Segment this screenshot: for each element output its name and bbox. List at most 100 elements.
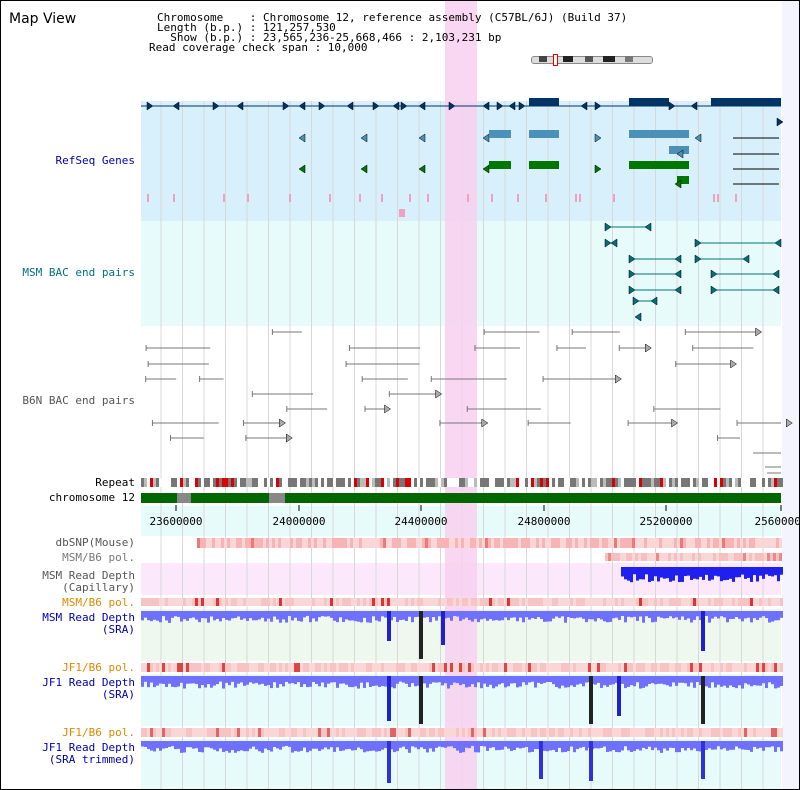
- read-depth-bar: [411, 676, 414, 684]
- repeat-segment: [651, 478, 654, 487]
- polymorphism-cell: [336, 728, 339, 737]
- repeat-segment: [231, 478, 234, 487]
- read-depth-bar: [447, 741, 450, 747]
- polymorphism-cell: [468, 598, 471, 606]
- read-depth-bar: [744, 567, 747, 579]
- polymorphism-cell: [297, 663, 300, 672]
- polymorphism-cell: [497, 538, 500, 548]
- repeat-segment: [501, 478, 504, 487]
- read-depth-bar: [726, 611, 729, 623]
- polymorphism-cell: [708, 598, 711, 606]
- polymorphism-cell: [327, 598, 330, 606]
- repeat-segment: [234, 478, 237, 487]
- repeat-segment: [249, 478, 252, 487]
- gene-arrow: [634, 312, 642, 322]
- read-depth-bar: [147, 676, 150, 688]
- polymorphism-cell: [585, 663, 588, 672]
- polymorphism-cell: [438, 728, 441, 737]
- polymorphism-cell: [738, 598, 741, 606]
- polymorphism-cell: [381, 663, 384, 672]
- polymorphism-cell: [702, 728, 705, 737]
- polymorphism-cell: [162, 598, 165, 606]
- read-depth-bar: [597, 611, 600, 619]
- repeat-segment: [330, 478, 333, 487]
- chromosome-ideogram[interactable]: [531, 54, 653, 66]
- read-depth-bar: [666, 676, 669, 686]
- polymorphism-cell: [320, 538, 323, 548]
- read-depth-bar: [498, 741, 501, 751]
- polymorphism-cell: [299, 538, 302, 548]
- read-depth-bar: [714, 611, 717, 617]
- read-depth-bar: [702, 567, 705, 580]
- repeat-segment: [747, 478, 750, 487]
- polymorphism-cell: [348, 728, 351, 737]
- polymorphism-cell: [744, 598, 747, 606]
- polymorphism-cell: [248, 538, 251, 548]
- repeat-segment: [504, 478, 507, 487]
- polymorphism-cell: [390, 728, 393, 737]
- gene-arrow: [481, 418, 489, 428]
- polymorphism-cell: [588, 598, 591, 606]
- polymorphism-cell: [281, 538, 284, 548]
- polymorphism-cell: [594, 598, 597, 606]
- read-depth-bar: [696, 567, 699, 580]
- repeat-segment: [456, 478, 459, 487]
- read-depth-bar: [531, 676, 534, 682]
- read-depth-bar: [516, 611, 519, 622]
- read-depth-bar: [186, 741, 189, 748]
- read-depth-bar: [750, 741, 753, 752]
- polymorphism-cell: [224, 538, 227, 548]
- polymorphism-cell: [680, 553, 683, 561]
- polymorphism-cell: [387, 663, 390, 672]
- polymorphism-cell: [759, 598, 762, 606]
- read-depth-bar: [633, 611, 636, 617]
- repeat-segment: [291, 478, 294, 487]
- read-depth-bar: [738, 676, 741, 686]
- read-depth-bar: [612, 741, 615, 750]
- polymorphism-cell: [626, 538, 629, 548]
- read-depth-bar: [210, 611, 213, 617]
- refseq-marker: [359, 194, 361, 202]
- polymorphism-cell: [732, 663, 735, 672]
- repeat-segment: [510, 478, 513, 487]
- polymorphism-cell: [513, 598, 516, 606]
- polymorphism-cell: [276, 663, 279, 672]
- repeat-segment: [726, 478, 729, 487]
- read-depth-bar: [609, 611, 612, 622]
- read-depth-bar: [195, 741, 198, 749]
- polymorphism-cell: [570, 728, 573, 737]
- polymorphism-cell: [417, 598, 420, 606]
- repeat-segment: [204, 478, 207, 487]
- read-depth-bar: [195, 611, 198, 620]
- polymorphism-cell: [204, 598, 207, 606]
- read-depth-bar: [738, 611, 741, 619]
- polymorphism-cell: [225, 598, 228, 606]
- read-depth-bar: [492, 741, 495, 748]
- polymorphism-cell: [351, 598, 354, 606]
- read-depth-bar: [285, 741, 288, 746]
- read-depth-bar: [690, 676, 693, 683]
- repeat-segment: [636, 478, 639, 487]
- read-depth-bar: [651, 611, 654, 623]
- read-depth-bar: [312, 611, 315, 619]
- polymorphism-cell: [360, 663, 363, 672]
- read-depth-bar: [651, 741, 654, 751]
- polymorphism-cell: [726, 663, 729, 672]
- polymorphism-cell: [537, 598, 540, 606]
- read-depth-bar: [474, 676, 477, 688]
- polymorphism-cell: [543, 663, 546, 672]
- read-depth-bar: [705, 741, 708, 750]
- polymorphism-cell: [429, 728, 432, 737]
- read-depth-bar: [723, 676, 726, 686]
- read-depth-bar: [447, 676, 450, 689]
- repeat-segment: [618, 478, 621, 487]
- read-depth-bar: [162, 611, 165, 617]
- polymorphism-cell: [611, 553, 614, 561]
- gene-exon: [629, 98, 669, 106]
- polymorphism-cell: [612, 728, 615, 737]
- gene-arrow: [632, 296, 640, 306]
- repeat-segment: [405, 478, 408, 487]
- polymorphism-cell: [573, 728, 576, 737]
- polymorphism-cell: [621, 663, 624, 672]
